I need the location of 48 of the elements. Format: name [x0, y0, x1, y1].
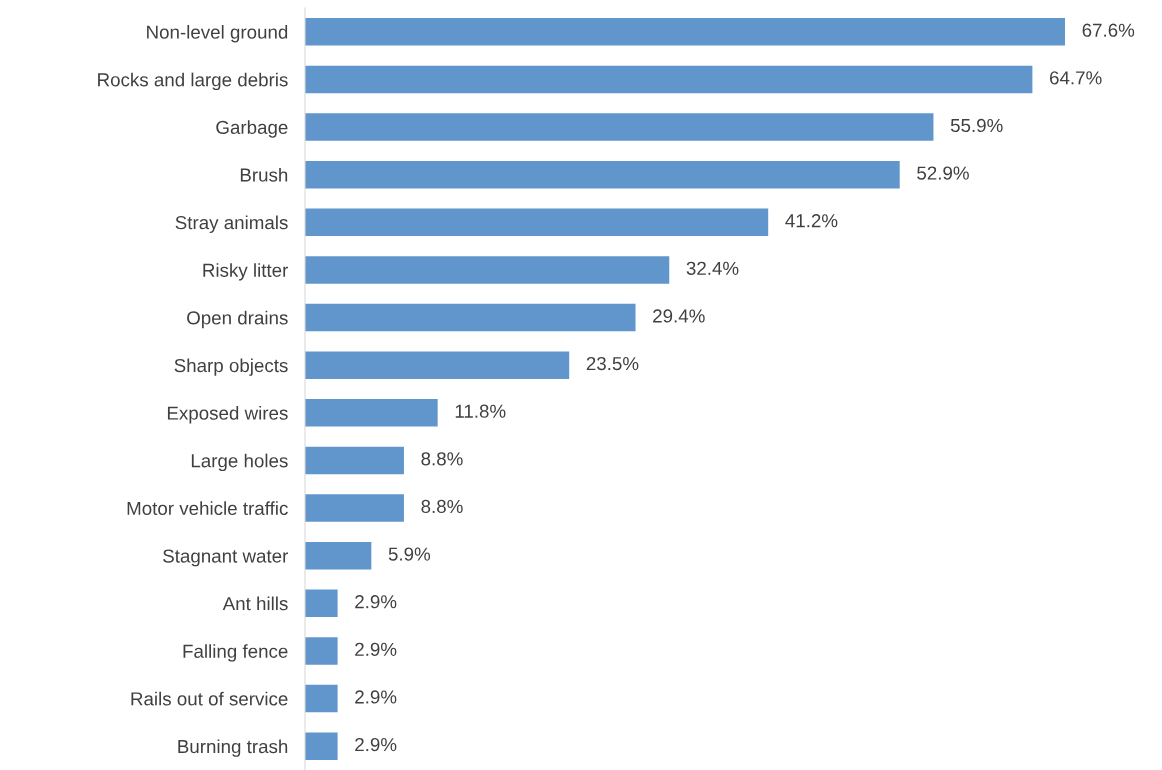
y-tick-label: Open drains [187, 310, 288, 329]
y-tick-label: Risky litter [203, 263, 289, 281]
data-label: 8.8% [421, 452, 463, 466]
bar [305, 256, 670, 284]
bar [305, 494, 404, 522]
y-tick-label: Stray animals [175, 215, 288, 233]
bar [305, 351, 570, 379]
data-label: 52.9% [917, 166, 969, 180]
bar [305, 589, 338, 618]
y-tick-label: Rocks and large debris [98, 72, 288, 91]
y-tick-label: Garbage [216, 120, 288, 138]
bar [305, 65, 1033, 94]
y-tick-label: Motor vehicle traffic [127, 501, 288, 516]
data-label: 11.8% [455, 404, 506, 418]
data-label: 2.9% [355, 690, 397, 704]
y-tick-label: Ant hills [222, 596, 288, 611]
bar [305, 113, 934, 141]
data-label: 29.4% [653, 309, 705, 323]
y-tick-label: Exposed wires [167, 406, 288, 424]
y-tick-label: Large holes [191, 453, 288, 472]
data-label: 5.9% [388, 547, 431, 561]
bar [305, 684, 338, 713]
y-tick-label: Brush [240, 167, 288, 182]
bar [305, 303, 636, 332]
data-label: 64.7% [1050, 71, 1102, 85]
bar [305, 732, 338, 760]
y-tick-label: Burning trash [178, 739, 288, 757]
y-tick-label: Non-level ground [147, 25, 288, 43]
y-tick-label: Rails out of service [131, 691, 288, 706]
data-label: 8.8% [421, 499, 463, 514]
data-label: 23.5% [586, 356, 639, 371]
data-label: 2.9% [355, 642, 397, 656]
data-label: 2.9% [355, 595, 397, 609]
bar [305, 446, 404, 475]
bar [305, 160, 900, 189]
bar [305, 637, 338, 665]
bar [305, 399, 438, 427]
data-label: 55.9% [950, 118, 1003, 133]
data-label: 2.9% [355, 737, 397, 752]
y-tick-label: Sharp objects [174, 358, 288, 376]
bar [305, 208, 769, 237]
y-tick-label: Falling fence [183, 644, 288, 662]
data-label: 32.4% [686, 261, 739, 275]
bar [305, 18, 1065, 46]
bar [305, 541, 372, 570]
data-label: 67.6% [1082, 23, 1135, 37]
y-tick-label: Stagnant water [163, 549, 289, 567]
data-label: 41.2% [785, 214, 838, 228]
